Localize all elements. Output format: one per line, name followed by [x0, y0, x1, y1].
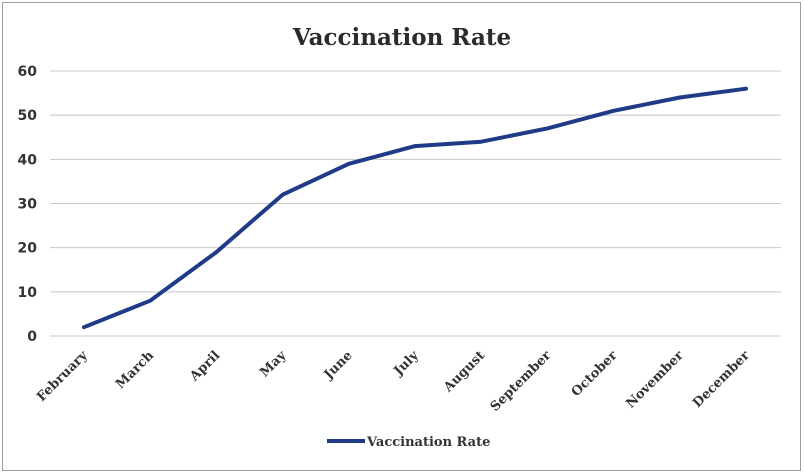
y-tick-label: 50 [18, 108, 38, 124]
x-tick-label: March [113, 348, 157, 392]
y-tick-label: 0 [27, 329, 37, 345]
x-tick-label: October [569, 348, 621, 400]
chart-title: Vaccination Rate [292, 24, 511, 51]
legend[interactable]: Vaccination Rate [327, 435, 490, 450]
x-tick-label: April [187, 348, 224, 385]
data-point[interactable] [147, 298, 153, 304]
data-point[interactable] [677, 95, 683, 101]
y-tick-label: 60 [18, 64, 38, 80]
y-tick-label: 10 [18, 285, 38, 301]
legend-label: Vaccination Rate [366, 435, 490, 450]
data-point[interactable] [412, 143, 418, 149]
series-line[interactable] [82, 86, 748, 330]
x-tick-label: September [488, 348, 555, 415]
x-tick-label: February [34, 348, 91, 405]
x-axis-ticks: February March April May June July August Septe… [34, 348, 753, 415]
y-tick-label: 40 [18, 152, 38, 168]
data-point[interactable] [346, 161, 352, 167]
data-point[interactable] [280, 192, 286, 198]
y-tick-label: 30 [18, 197, 38, 213]
x-tick-label: May [257, 348, 289, 380]
y-tick-label: 20 [18, 241, 38, 257]
data-point[interactable] [743, 86, 749, 92]
data-point[interactable] [611, 108, 617, 114]
x-tick-label: November [623, 348, 686, 411]
data-point[interactable] [544, 125, 550, 131]
data-point[interactable] [213, 249, 219, 255]
gridlines [50, 70, 781, 337]
y-axis-ticks: 0 10 20 30 40 50 60 [18, 64, 38, 345]
x-tick-label: August [440, 348, 488, 396]
data-point[interactable] [81, 324, 87, 330]
data-point[interactable] [478, 139, 484, 145]
x-tick-label: June [321, 348, 356, 383]
x-tick-label: July [391, 348, 422, 379]
series-layer [81, 86, 749, 330]
x-tick-label: December [690, 348, 753, 411]
